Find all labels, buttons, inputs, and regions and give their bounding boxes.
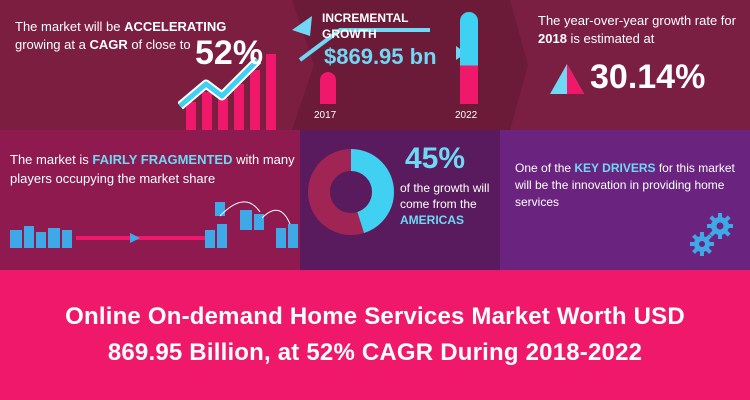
drivers-description: One of the KEY DRIVERS for this market w…	[515, 160, 745, 211]
cagr-text-post: of close to	[127, 37, 191, 52]
americas-description: of the growth will come from the AMERICA…	[400, 180, 500, 228]
donut-share-arc	[308, 149, 394, 235]
incremental-growth-panel: INCREMENTAL GROWTH $869.95 bn 2017 2022	[280, 0, 500, 130]
yoy-year: 2018	[538, 31, 567, 46]
gear-icon	[690, 213, 733, 256]
incremental-growth-value: $869.95 bn	[324, 44, 437, 69]
headline-banner: Online On-demand Home Services Market Wo…	[0, 270, 750, 400]
incr-title-line2: GROWTH	[322, 27, 377, 41]
cagr-panel: The market will be ACCELERATING growing …	[0, 0, 280, 130]
fragmented-description: The market is FAIRLY FRAGMENTED with man…	[10, 150, 295, 188]
incremental-growth-title: INCREMENTAL GROWTH	[322, 10, 408, 42]
cagr-accent-accelerating: ACCELERATING	[124, 19, 227, 34]
frag-text-pre: The market is	[10, 152, 93, 167]
year-label-2017: 2017	[314, 110, 337, 121]
year-label-2022: 2022	[455, 110, 478, 121]
chevron-divider	[500, 0, 528, 130]
americas-accent: AMERICAS	[400, 213, 465, 227]
drv-text-pre: One of the	[515, 161, 575, 175]
drv-accent: KEY DRIVERS	[574, 161, 656, 175]
drv-text-post: for this market will be the innovation i…	[515, 161, 735, 209]
bar-2022	[460, 12, 478, 104]
fragmented-panel: The market is FAIRLY FRAGMENTED with man…	[0, 130, 300, 270]
frag-text-post: with many players occupying the market s…	[10, 152, 295, 186]
yoy-description: The year-over-year growth rate for 2018 …	[538, 12, 743, 48]
headline-line-1: Online On-demand Home Services Market Wo…	[65, 303, 685, 330]
cagr-value: 52%	[195, 34, 264, 72]
cagr-text-pre: The market will be	[15, 19, 125, 34]
bar-2017	[320, 72, 336, 104]
yoy-text-post: is estimated at	[566, 31, 655, 46]
yoy-panel: The year-over-year growth rate for 2018 …	[500, 0, 750, 130]
growth-bars-arrow-icon	[177, 40, 278, 130]
cagr-description: The market will be ACCELERATING growing …	[15, 18, 275, 54]
triangle-up-icon	[550, 64, 584, 94]
cagr-text-mid: growing at a	[15, 37, 90, 52]
frag-accent: FAIRLY FRAGMENTED	[92, 152, 233, 167]
americas-percent: 45%	[405, 142, 466, 175]
yoy-text-pre: The year-over-year growth rate for	[538, 13, 736, 28]
building-icon	[10, 201, 298, 248]
drivers-panel: One of the KEY DRIVERS for this market w…	[500, 130, 750, 270]
donut-chart	[308, 149, 394, 235]
trend-arrow-icon	[280, 0, 430, 130]
headline-line-2: 869.95 Billion, at 52% CAGR During 2018-…	[107, 339, 643, 366]
cagr-accent-cagr: CAGR	[89, 37, 128, 52]
incr-title-line1: INCREMENTAL	[322, 11, 409, 25]
americas-panel: 45% of the growth will come from the AME…	[300, 130, 500, 270]
yoy-value: 30.14%	[590, 58, 706, 96]
americas-text: of the growth will come from the	[400, 181, 490, 211]
